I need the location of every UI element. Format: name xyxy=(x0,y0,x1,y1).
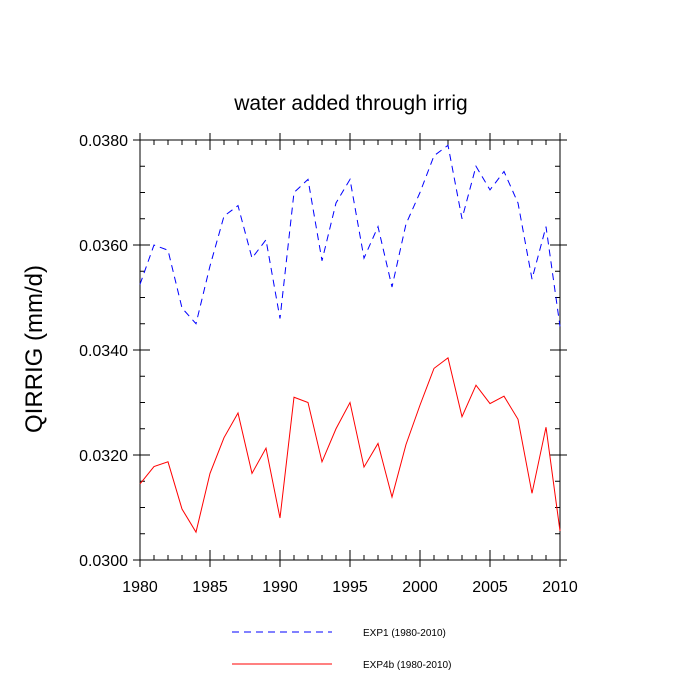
y-tick-label: 0.0340 xyxy=(79,343,128,360)
legend-label-1: EXP1 (1980-2010) xyxy=(363,628,446,639)
x-tick-label: 2000 xyxy=(402,579,438,596)
x-tick-label: 1990 xyxy=(262,579,298,596)
x-tick-label: 1980 xyxy=(122,579,158,596)
legend: EXP1 (1980-2010) EXP4b (1980-2010) xyxy=(232,628,451,671)
plot-frame xyxy=(139,139,561,561)
y-tick-label: 0.0360 xyxy=(79,238,128,255)
x-tick-label: 1985 xyxy=(192,579,228,596)
legend-label-2: EXP4b (1980-2010) xyxy=(363,660,451,671)
plot-area: 1980 1985 1990 1995 2000 2005 2010 0.0300 0.0320… xyxy=(79,133,578,596)
y-tick-label: 0.0300 xyxy=(79,553,128,570)
y-tick-label: 0.0320 xyxy=(79,448,128,465)
y-axis-label: QIRRIG (mm/d) xyxy=(21,265,48,433)
x-tick-label: 2010 xyxy=(542,579,578,596)
x-tick-label: 2005 xyxy=(472,579,508,596)
series-line-2 xyxy=(139,357,561,534)
y-tick-label: 0.0380 xyxy=(79,133,128,150)
series-line-1 xyxy=(139,144,561,327)
chart-title: water added through irrig xyxy=(233,92,467,115)
x-tick-label: 1995 xyxy=(332,579,368,596)
